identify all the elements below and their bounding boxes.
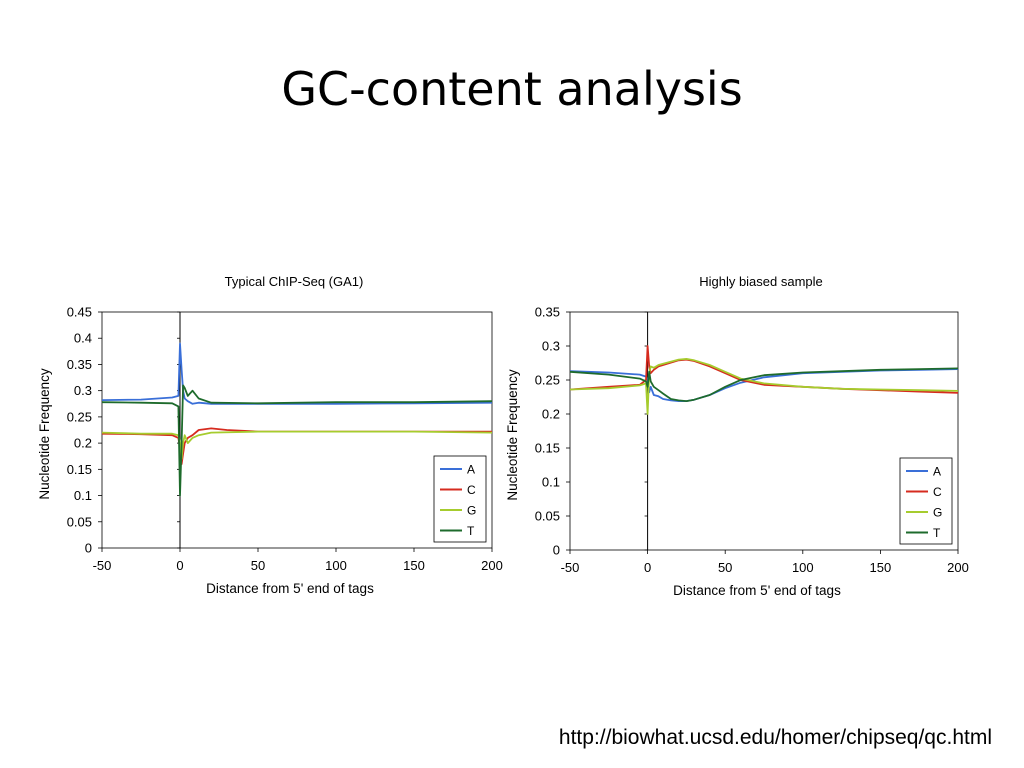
chart-highly-biased-sample: Highly biased sample 0 0.05 0.1 0.15 0.2 0.25 0… xyxy=(505,274,969,598)
legend-box xyxy=(433,455,487,543)
x-tick-label: 200 xyxy=(947,560,969,575)
x-tick-label: -50 xyxy=(561,560,580,575)
plot-area xyxy=(569,311,959,551)
series-line-g xyxy=(569,358,959,415)
y-tick-label: 0.05 xyxy=(535,509,560,524)
x-axis-label: Distance from 5' end of tags xyxy=(206,581,374,596)
legend-label-t: T xyxy=(467,524,475,538)
legend-label-c: C xyxy=(467,483,476,497)
y-tick-label: 0.05 xyxy=(67,514,92,529)
legend-box xyxy=(899,457,953,545)
y-tick-label: 0.15 xyxy=(535,441,560,456)
y-tick-label: 0.2 xyxy=(542,407,560,422)
y-tick-label: 0.1 xyxy=(74,488,92,503)
source-url[interactable]: http://biowhat.ucsd.edu/homer/chipseq/qc… xyxy=(558,726,992,749)
x-axis-label: Distance from 5' end of tags xyxy=(673,583,841,598)
legend-label-a: A xyxy=(933,465,941,479)
x-tick-label: 200 xyxy=(481,558,503,573)
slide-title: GC-content analysis xyxy=(281,62,743,116)
y-tick-label: 0.15 xyxy=(67,462,92,477)
y-tick-label: 0.25 xyxy=(535,373,560,388)
y-tick-label: 0.45 xyxy=(67,305,92,320)
x-tick-label: 150 xyxy=(403,558,425,573)
plot-area xyxy=(101,311,493,549)
y-tick-label: 0.1 xyxy=(542,475,560,490)
legend-label-c: C xyxy=(933,485,942,499)
y-tick-label: 0.3 xyxy=(542,339,560,354)
series-line-t xyxy=(101,384,493,497)
y-tick-label: 0.3 xyxy=(74,383,92,398)
chart-title: Highly biased sample xyxy=(699,274,823,289)
y-tick-label: 0 xyxy=(553,543,560,558)
y-tick-label: 0.4 xyxy=(74,331,92,346)
y-tick-label: 0.2 xyxy=(74,436,92,451)
legend-label-g: G xyxy=(933,506,942,520)
x-tick-label: 0 xyxy=(644,560,651,575)
y-axis-label: Nucleotide Frequency xyxy=(37,368,52,500)
x-tick-label: 0 xyxy=(176,558,183,573)
x-tick-label: 50 xyxy=(718,560,732,575)
x-tick-label: 150 xyxy=(870,560,892,575)
series-line-t xyxy=(569,367,959,403)
chart-typical-chipseq: Typical ChIP-Seq (GA1) 0 0.05 0.1 0.15 0.2 0.2… xyxy=(37,274,503,596)
y-tick-label: 0.25 xyxy=(67,409,92,424)
y-tick-label: 0.35 xyxy=(67,357,92,372)
legend-label-a: A xyxy=(467,463,475,477)
chart-title: Typical ChIP-Seq (GA1) xyxy=(225,274,364,289)
x-tick-label: -50 xyxy=(93,558,112,573)
x-tick-label: 100 xyxy=(325,558,347,573)
y-tick-label: 0.35 xyxy=(535,305,560,320)
series-line-g xyxy=(101,430,493,460)
y-axis-label: Nucleotide Frequency xyxy=(505,369,520,501)
x-tick-label: 50 xyxy=(251,558,265,573)
series-line-a xyxy=(101,342,493,405)
y-tick-label: 0 xyxy=(85,541,92,556)
x-tick-label: 100 xyxy=(792,560,814,575)
legend-label-t: T xyxy=(933,526,941,540)
legend-label-g: G xyxy=(467,504,476,518)
